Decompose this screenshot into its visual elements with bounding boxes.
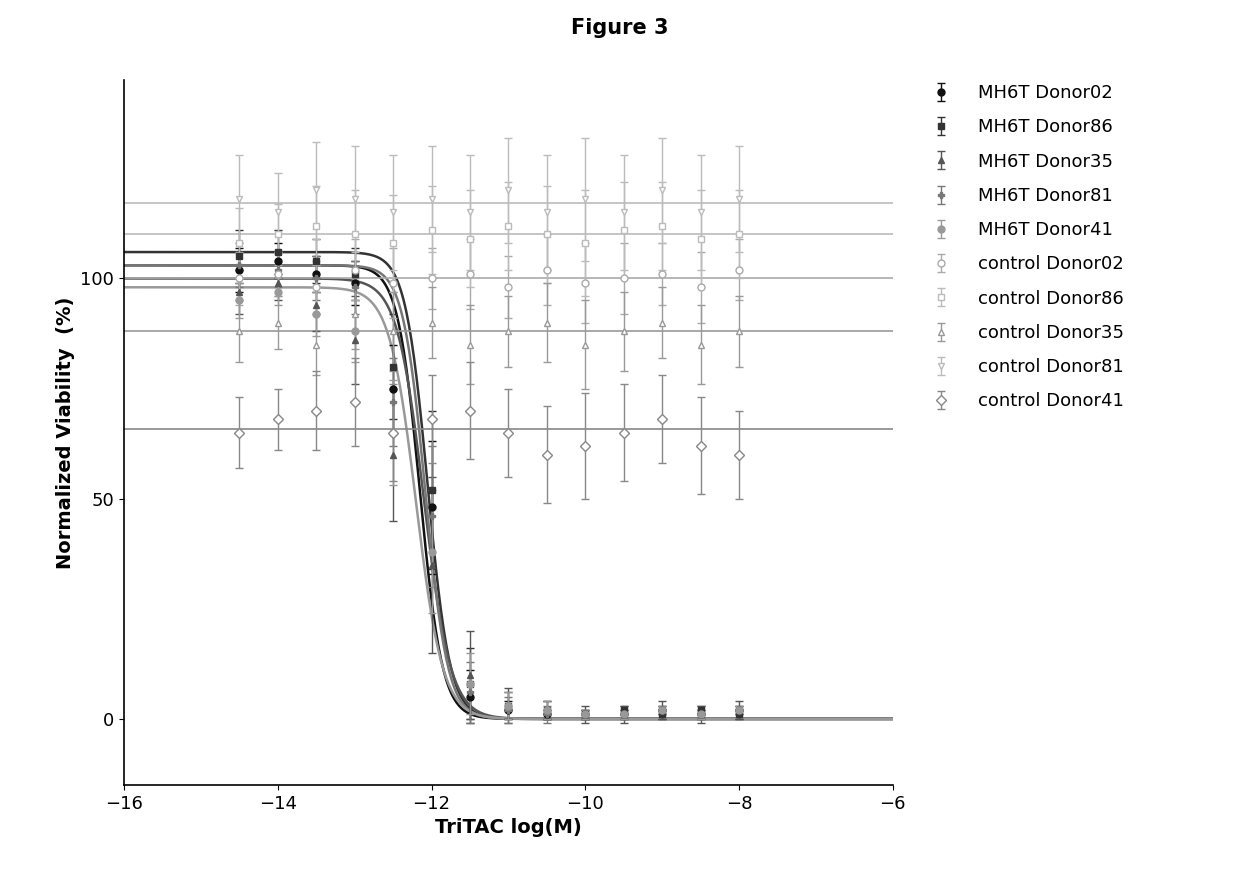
Text: Figure 3: Figure 3 — [572, 18, 668, 37]
Legend: MH6T Donor02, MH6T Donor86, MH6T Donor35, MH6T Donor81, MH6T Donor41, control Do: MH6T Donor02, MH6T Donor86, MH6T Donor35… — [909, 75, 1133, 419]
X-axis label: TriTAC log(M): TriTAC log(M) — [435, 818, 582, 838]
Y-axis label: Normalized Viability  (%): Normalized Viability (%) — [56, 296, 74, 569]
